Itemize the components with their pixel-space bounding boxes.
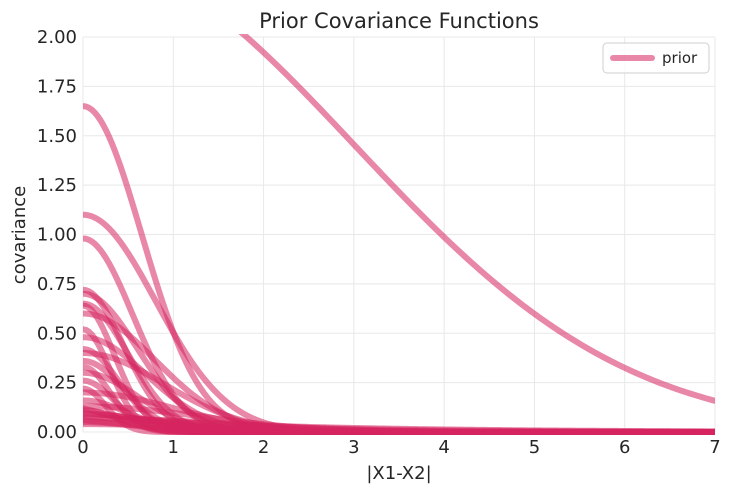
y-tick-label: 1.75 xyxy=(37,76,77,97)
x-tick-label: 7 xyxy=(709,437,720,458)
y-tick-label: 1.50 xyxy=(37,126,77,147)
x-tick-label: 3 xyxy=(348,437,359,458)
x-tick-label: 6 xyxy=(619,437,630,458)
legend: prior xyxy=(602,42,710,74)
x-tick-label: 4 xyxy=(438,437,449,458)
prior-curve-0 xyxy=(238,34,715,404)
y-tick-label: 0.00 xyxy=(37,422,77,443)
y-tick-label: 0.50 xyxy=(37,323,77,344)
y-tick-label: 0.75 xyxy=(37,274,77,295)
grid xyxy=(82,36,716,433)
legend-box xyxy=(602,42,710,74)
chart-title: Prior Covariance Functions xyxy=(259,9,539,33)
x-tick-label: 5 xyxy=(529,437,540,458)
x-tick-label: 1 xyxy=(168,437,179,458)
y-axis-ticks: 0.00 0.25 0.50 0.75 1.00 1.25 1.50 1.75 2.00 xyxy=(37,27,77,443)
y-axis-label: covariance xyxy=(9,186,30,284)
x-tick-label: 0 xyxy=(77,437,88,458)
y-tick-label: 1.25 xyxy=(37,175,77,196)
y-tick-label: 1.00 xyxy=(37,225,77,246)
legend-label-prior: prior xyxy=(662,49,698,67)
x-axis-label: |X1-X2| xyxy=(366,463,431,484)
prior-curve-29 xyxy=(83,417,715,435)
curves-group xyxy=(83,34,715,435)
x-tick-label: 2 xyxy=(258,437,269,458)
x-axis-ticks: 0 1 2 3 4 5 6 7 xyxy=(77,437,720,458)
y-tick-label: 2.00 xyxy=(37,27,77,48)
y-tick-label: 0.25 xyxy=(37,373,77,394)
